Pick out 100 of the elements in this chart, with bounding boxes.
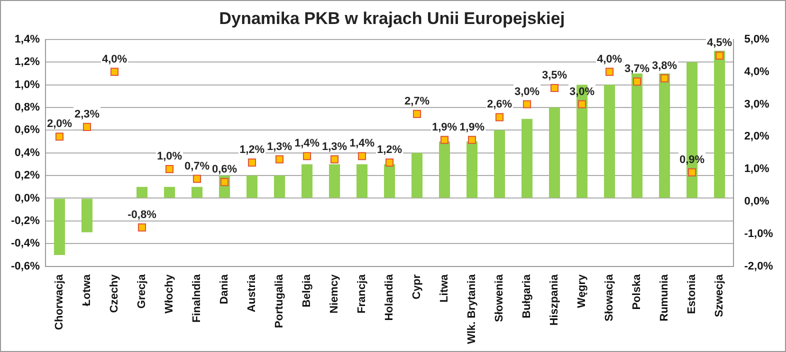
bar [329, 164, 340, 198]
point [275, 155, 284, 164]
bar [54, 198, 65, 255]
point [110, 68, 119, 76]
x-tick-label: Chorwacja [54, 273, 66, 330]
point [385, 158, 394, 167]
x-tick-label: Słowenia [494, 273, 506, 322]
data-label: 1,4% [294, 138, 320, 150]
y-tick-label: 0,6% [14, 124, 40, 136]
data-label: 2,6% [486, 98, 512, 111]
bar [604, 84, 616, 198]
data-label: 2,7% [404, 95, 430, 108]
bar [494, 130, 506, 198]
point [82, 122, 92, 131]
data-label: 0,7% [184, 160, 210, 172]
data-label: 2,3% [74, 108, 100, 120]
point [440, 136, 449, 144]
y-tick-label: 1,0% [14, 78, 40, 91]
point [715, 52, 724, 60]
point [578, 100, 586, 108]
x-tick-label: Włochy [164, 273, 176, 314]
point [138, 223, 146, 232]
y-tick-label: 0,8% [14, 102, 40, 114]
data-label: 1,2% [239, 144, 265, 156]
data-label: 1,3% [322, 140, 348, 153]
bar [136, 186, 148, 198]
x-tick-label: Czechy [108, 273, 121, 313]
x-tick-label: Polska [631, 273, 644, 310]
y2-tick-label: 2,0% [744, 130, 770, 143]
bar [714, 50, 726, 198]
x-tick-label: Niemcy [328, 273, 341, 314]
x-tick-label: Portugalia [274, 273, 286, 328]
point [412, 110, 422, 118]
point [330, 155, 339, 164]
y2-tick-label: -2,0% [744, 260, 774, 272]
y-tick-label: 0,2% [14, 170, 40, 182]
data-label: 1,4% [349, 138, 375, 150]
data-label: 1,0% [156, 150, 182, 163]
y-tick-label: 0,0% [14, 192, 40, 204]
y-tick-label: 0,4% [14, 146, 40, 159]
point [220, 178, 229, 186]
x-tick-label: Rumunia [658, 273, 671, 322]
point [302, 152, 312, 160]
point [495, 113, 504, 122]
data-label: 0,6% [212, 164, 238, 176]
point [468, 136, 476, 144]
bar [412, 152, 422, 198]
x-tick-label: Łotwa [81, 273, 94, 306]
x-tick-label: Cypr [411, 274, 424, 300]
x-tick-label: Szwecja [714, 273, 726, 318]
bar [384, 164, 395, 198]
y-tick-label: -0,4% [10, 238, 40, 250]
x-tick-label: Belgia [301, 273, 314, 308]
bar [246, 176, 258, 198]
point [605, 68, 614, 76]
data-label: 3,8% [652, 60, 678, 72]
y2-tick-label: -1,0% [744, 228, 774, 240]
point [192, 174, 202, 183]
data-label: 1,3% [266, 140, 292, 153]
point [248, 158, 256, 167]
x-tick-label: Węgry [576, 273, 588, 308]
y-tick-label: -0,2% [10, 214, 40, 227]
bar [439, 142, 450, 198]
y2-tick-label: 1,0% [744, 163, 770, 176]
x-tick-label: Litwa [438, 273, 451, 302]
bar [191, 186, 202, 198]
bar [164, 186, 175, 198]
data-label: -0,8% [128, 208, 157, 221]
y2-tick-label: 5,0% [744, 33, 770, 46]
point [55, 132, 64, 141]
x-tick-label: Finalndia [191, 273, 204, 323]
bar [522, 118, 533, 198]
x-tick-label: Grecja [136, 273, 148, 309]
point [632, 78, 642, 86]
x-tick-label: Bułgaria [521, 273, 534, 318]
point [358, 152, 366, 160]
data-label: 1,9% [459, 121, 485, 134]
bar [466, 142, 478, 198]
bar [632, 73, 643, 198]
x-tick-label: Dania [218, 273, 231, 304]
data-label: 1,2% [376, 144, 402, 156]
y2-tick-label: 3,0% [744, 98, 770, 110]
y-tick-label: -0,6% [10, 260, 40, 272]
y2-tick-label: 4,0% [744, 66, 770, 78]
data-label: 3,0% [514, 86, 540, 98]
x-tick-label: Hiszpania [548, 273, 561, 326]
data-label: 4,0% [596, 53, 622, 66]
x-tick-label: Francja [356, 273, 368, 314]
x-tick-label: Holandia [384, 273, 396, 321]
point [660, 74, 669, 82]
data-label: 1,9% [432, 121, 458, 134]
point [165, 165, 174, 174]
bar [659, 73, 670, 198]
x-tick-label: Estonia [686, 273, 698, 314]
x-tick-label: Austria [246, 273, 258, 312]
data-label: 3,5% [542, 70, 568, 82]
y-tick-label: 1,4% [14, 33, 40, 46]
bar [356, 164, 368, 198]
bar [81, 198, 92, 232]
point [550, 84, 559, 92]
